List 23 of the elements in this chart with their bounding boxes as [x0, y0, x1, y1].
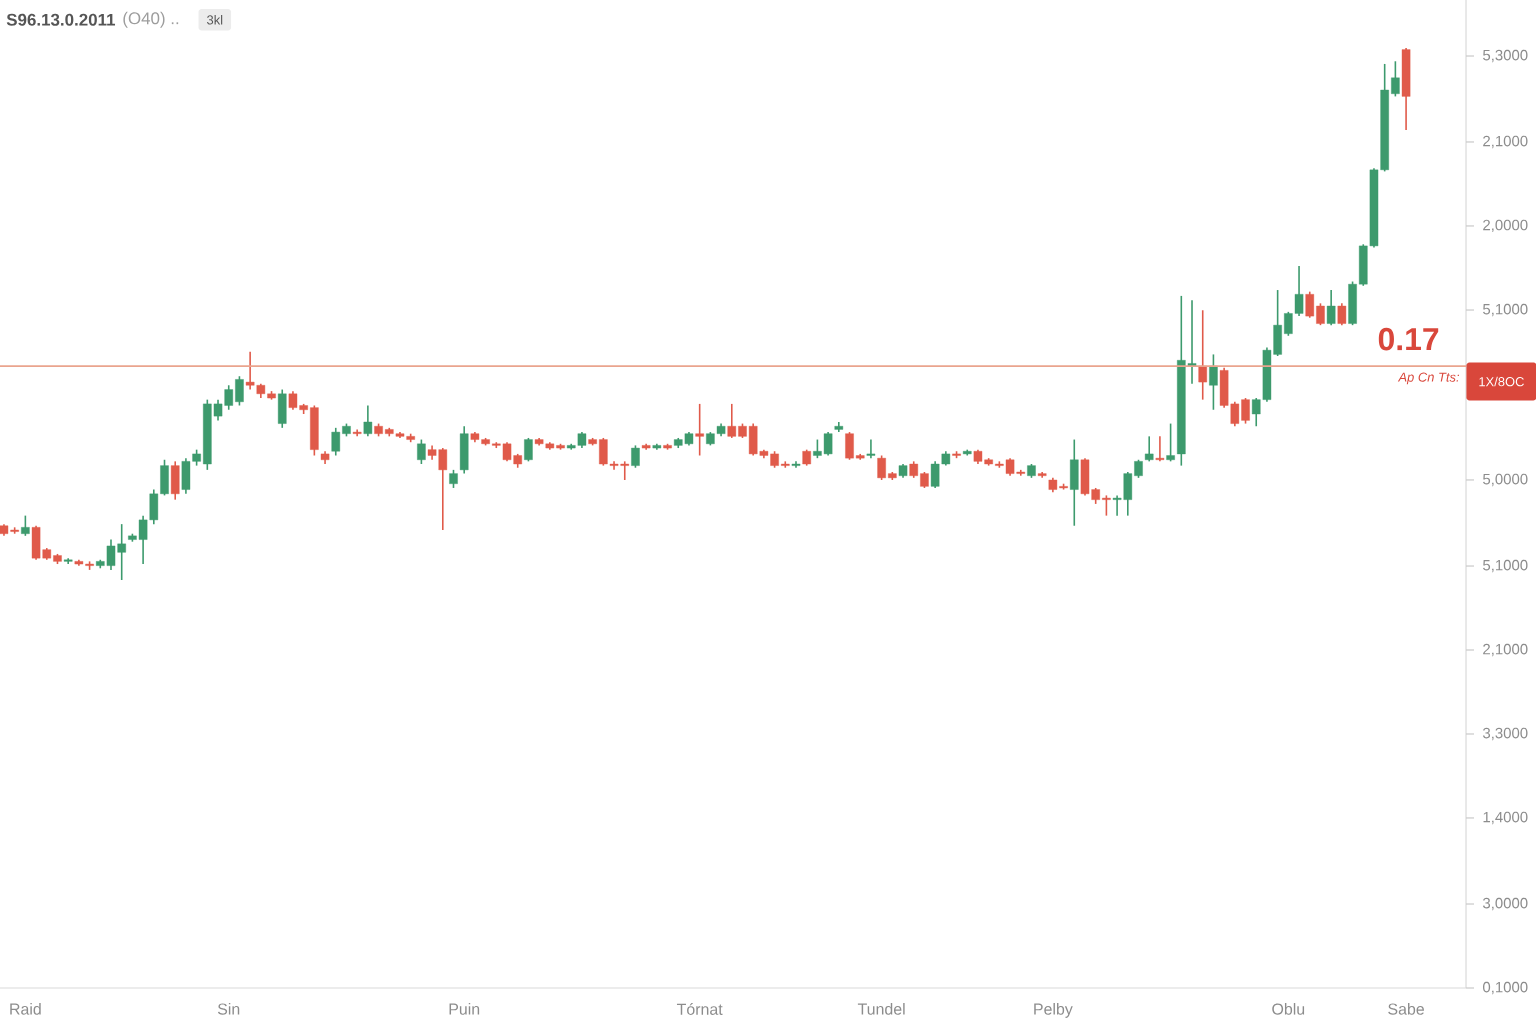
candlestick [1144, 435, 1154, 463]
candlestick [459, 425, 469, 475]
candlestick [1198, 309, 1207, 401]
candlestick [1070, 438, 1079, 527]
candlestick [631, 444, 640, 469]
candlestick [1401, 47, 1411, 131]
candlestick [417, 438, 426, 465]
candlestick [21, 514, 30, 537]
candlestick [1166, 422, 1175, 463]
candlestick [1155, 435, 1165, 463]
chart-title: S96.13.0.2011 [6, 13, 116, 26]
candlestick [1209, 353, 1218, 411]
candlestick [277, 388, 287, 429]
candlestick [449, 469, 458, 489]
candlestick [170, 460, 180, 501]
candlestick [866, 438, 876, 459]
candlestick [1337, 302, 1347, 326]
candlestick [524, 437, 533, 463]
candlestick [695, 403, 704, 457]
candlestick [363, 404, 373, 438]
annotation: 0.17 [1378, 327, 1439, 351]
chart-subtitle: (O40) .. [123, 11, 179, 28]
candlestick [1326, 289, 1336, 326]
